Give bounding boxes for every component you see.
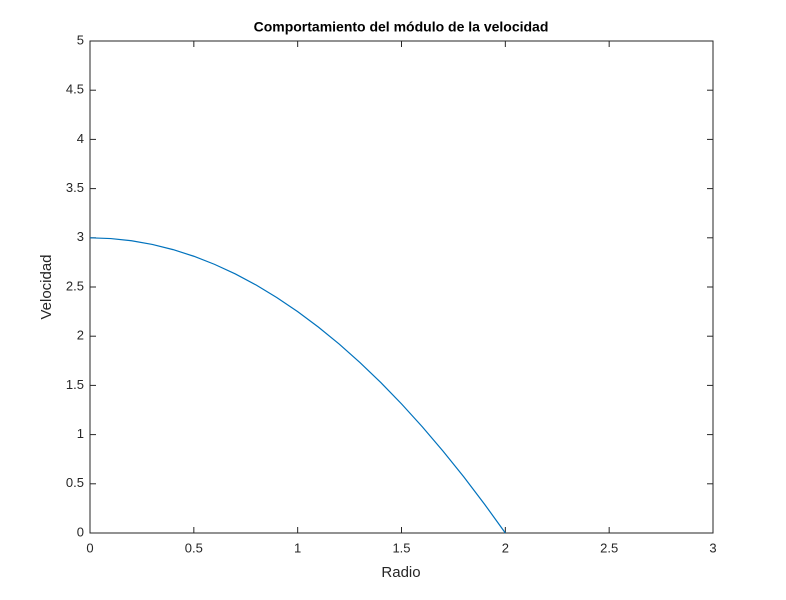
y-tick-label: 4 <box>77 131 84 146</box>
y-tick-label: 3.5 <box>66 180 84 195</box>
y-tick-label: 1.5 <box>66 377 84 392</box>
y-tick-label: 2.5 <box>66 278 84 293</box>
x-tick-label: 2 <box>502 540 509 555</box>
y-tick-label: 0 <box>77 524 84 539</box>
y-tick-label: 3 <box>77 229 84 244</box>
x-tick-label: 0 <box>86 540 93 555</box>
y-tick-label: 5 <box>77 32 84 47</box>
x-axis-label: Radio <box>381 564 420 581</box>
y-tick-label: 4.5 <box>66 82 84 97</box>
x-tick-label: 2.5 <box>600 540 618 555</box>
x-tick-label: 0.5 <box>185 540 203 555</box>
y-tick-label: 0.5 <box>66 475 84 490</box>
x-tick-label: 1 <box>294 540 301 555</box>
x-tick-label: 1.5 <box>392 540 410 555</box>
y-tick-label: 2 <box>77 328 84 343</box>
x-tick-label: 3 <box>709 540 716 555</box>
y-axis-label: Velocidad <box>38 254 55 319</box>
chart-title: Comportamiento del módulo de la velocida… <box>254 19 549 35</box>
y-tick-label: 1 <box>77 426 84 441</box>
data-line <box>89 237 506 534</box>
